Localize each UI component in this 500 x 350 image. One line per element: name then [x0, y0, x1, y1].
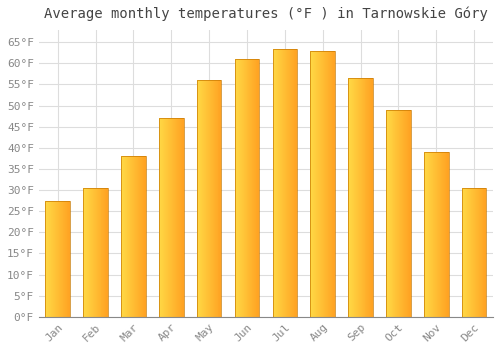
Bar: [386, 110, 410, 317]
Bar: [272, 49, 297, 317]
Bar: [159, 118, 184, 317]
Bar: [310, 51, 335, 317]
Bar: [46, 201, 70, 317]
Bar: [121, 156, 146, 317]
Bar: [234, 59, 260, 317]
Bar: [462, 188, 486, 317]
Bar: [197, 80, 222, 317]
Bar: [84, 188, 108, 317]
Title: Average monthly temperatures (°F ) in Tarnowskie Góry: Average monthly temperatures (°F ) in Ta…: [44, 7, 488, 21]
Bar: [348, 78, 373, 317]
Bar: [424, 152, 448, 317]
